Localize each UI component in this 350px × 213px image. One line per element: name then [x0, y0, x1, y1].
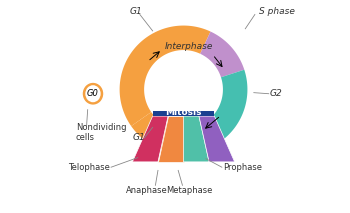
- Text: Telophase: Telophase: [68, 163, 110, 172]
- Polygon shape: [181, 70, 247, 153]
- Polygon shape: [158, 116, 183, 162]
- Text: S phase: S phase: [259, 7, 295, 16]
- Text: Prophase: Prophase: [223, 163, 262, 172]
- Text: Anaphase: Anaphase: [126, 186, 168, 195]
- Polygon shape: [199, 116, 234, 162]
- Text: Interphase: Interphase: [164, 42, 213, 51]
- Polygon shape: [200, 32, 244, 77]
- Polygon shape: [153, 111, 215, 116]
- Text: G1: G1: [129, 7, 142, 16]
- Text: Metaphase: Metaphase: [166, 186, 212, 195]
- Text: Nondividing: Nondividing: [76, 123, 126, 132]
- Ellipse shape: [82, 82, 104, 105]
- Text: G0: G0: [87, 89, 99, 98]
- Polygon shape: [120, 26, 211, 126]
- Text: Mitosis: Mitosis: [165, 108, 202, 117]
- Text: cells: cells: [76, 133, 95, 142]
- Polygon shape: [183, 116, 209, 162]
- Text: G2: G2: [270, 89, 282, 98]
- Ellipse shape: [85, 85, 101, 102]
- Polygon shape: [131, 112, 182, 153]
- Polygon shape: [132, 116, 168, 162]
- Text: G1: G1: [132, 133, 145, 142]
